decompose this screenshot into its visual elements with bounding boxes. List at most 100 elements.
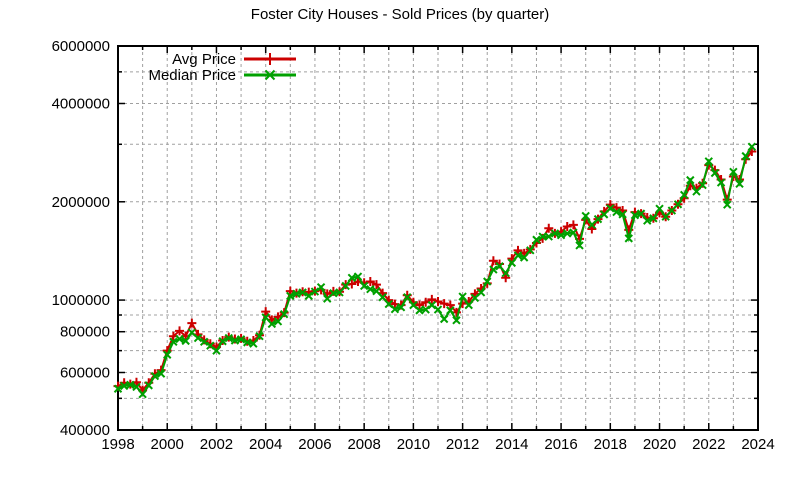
plus-marker-icon (371, 280, 381, 290)
x-axis-label-2000: 2000 (151, 436, 184, 453)
x-marker-icon (421, 305, 430, 314)
x-axis-label-2024: 2024 (741, 436, 774, 453)
x-axis-label-2014: 2014 (495, 436, 528, 453)
x-marker-icon (507, 258, 517, 268)
x-marker-icon (347, 273, 357, 283)
x-marker-icon (199, 337, 209, 347)
x-marker-icon (618, 210, 627, 219)
plus-marker-icon (568, 220, 578, 230)
x-axis-label-1998: 1998 (101, 436, 134, 453)
x-marker-icon (243, 338, 252, 347)
x-axis-label-2006: 2006 (298, 436, 331, 453)
plus-marker-icon (445, 300, 455, 310)
x-marker-icon (156, 369, 166, 378)
y-axis-label-400000: 400000 (60, 422, 110, 439)
x-marker-icon (483, 277, 492, 286)
x-marker-icon (741, 151, 750, 161)
x-marker-icon (556, 231, 566, 240)
plus-marker-icon (458, 299, 468, 309)
x-marker-icon (476, 288, 486, 297)
x-marker-icon (267, 319, 277, 329)
x-marker-icon (452, 316, 461, 325)
plus-marker-icon (611, 203, 621, 213)
x-axis-label-2022: 2022 (692, 436, 725, 453)
legend-median-x-marker-icon (264, 69, 276, 81)
x-marker-icon (624, 234, 633, 243)
x-marker-icon (286, 291, 295, 301)
x-marker-icon (636, 209, 646, 218)
x-marker-icon (458, 292, 467, 301)
chart-title: Foster City Houses - Sold Prices (by qua… (251, 6, 549, 23)
x-marker-icon (255, 332, 264, 341)
y-axis-label-4000000: 4000000 (52, 95, 110, 112)
x-marker-icon (710, 168, 720, 178)
x-marker-icon (119, 381, 129, 391)
x-marker-icon (396, 303, 406, 312)
x-marker-icon (532, 235, 541, 244)
series-line (117, 150, 753, 392)
x-marker-icon (193, 333, 203, 343)
x-marker-icon (292, 289, 301, 299)
y-axis-label-2000000: 2000000 (52, 194, 110, 211)
x-axis-label-2018: 2018 (594, 436, 627, 453)
plus-marker-icon (261, 307, 271, 317)
x-axis-label-2002: 2002 (200, 436, 233, 453)
x-marker-icon (599, 210, 609, 219)
x-marker-icon (310, 287, 320, 296)
x-marker-icon (175, 334, 184, 344)
x-marker-icon (261, 313, 270, 322)
x-marker-icon (433, 305, 443, 314)
x-marker-icon (403, 293, 412, 302)
x-marker-icon (144, 381, 153, 390)
x-marker-icon (273, 317, 283, 326)
x-marker-icon (679, 190, 689, 200)
x-marker-icon (673, 200, 683, 209)
x-marker-icon (655, 204, 664, 213)
x-marker-icon (587, 220, 597, 230)
x-marker-icon (538, 232, 547, 241)
x-axis-label-2010: 2010 (397, 436, 430, 453)
x-marker-icon (729, 167, 738, 177)
x-marker-icon (359, 281, 369, 291)
x-marker-icon (132, 382, 141, 392)
x-marker-icon (495, 261, 504, 271)
x-marker-icon (390, 304, 400, 314)
x-marker-icon (150, 371, 160, 381)
x-marker-icon (747, 142, 757, 151)
legend-avg-plus-marker-icon (264, 53, 276, 65)
x-marker-icon (513, 251, 523, 260)
x-marker-icon (126, 380, 135, 390)
x-marker-icon (544, 232, 553, 241)
x-marker-icon (378, 293, 387, 302)
x-marker-icon (501, 268, 510, 278)
y-axis-label-600000: 600000 (60, 365, 110, 382)
x-marker-icon (704, 157, 713, 166)
axes (117, 45, 759, 431)
x-marker-icon (224, 333, 233, 343)
x-marker-icon (526, 246, 535, 255)
x-marker-icon (439, 314, 449, 324)
legend: Avg Price Median Price (148, 51, 296, 84)
series-median-price (113, 142, 757, 399)
x-marker-icon (113, 384, 123, 393)
x-marker-icon (630, 210, 640, 220)
x-marker-icon (519, 253, 529, 262)
x-marker-icon (698, 180, 707, 190)
x-marker-icon (612, 207, 621, 217)
x-marker-icon (138, 389, 147, 399)
grid-lines (118, 46, 758, 430)
x-marker-icon (661, 212, 670, 221)
x-marker-icon (366, 284, 375, 294)
x-marker-icon (298, 288, 307, 297)
x-marker-icon (489, 265, 498, 274)
x-marker-icon (446, 306, 455, 315)
x-axis-label-2020: 2020 (643, 436, 676, 453)
x-marker-icon (218, 337, 227, 346)
x-marker-icon (550, 229, 560, 238)
x-marker-icon (735, 179, 744, 189)
x-marker-icon (575, 241, 584, 250)
x-axis-label-2016: 2016 (544, 436, 577, 453)
x-marker-icon (279, 310, 289, 319)
